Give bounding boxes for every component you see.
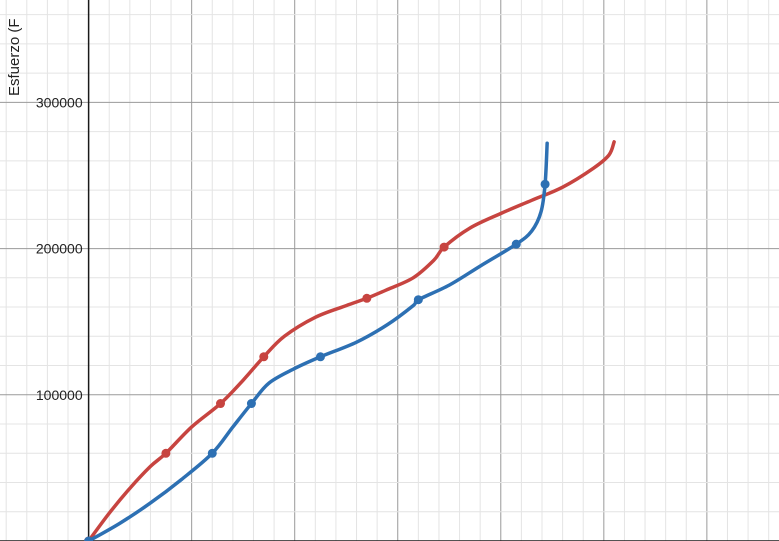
series-1 — [84, 140, 616, 541]
series-2-point[interactable] — [207, 448, 217, 458]
series-2-curve — [86, 141, 549, 541]
series-2-point[interactable] — [315, 352, 325, 362]
series-1-point[interactable] — [259, 352, 269, 362]
series-2-point[interactable] — [413, 295, 423, 305]
series-1-point[interactable] — [161, 448, 171, 458]
series-2-point[interactable] — [84, 536, 94, 541]
series-1-point[interactable] — [362, 293, 372, 303]
y-axis-title: Esfuerzo (F — [6, 18, 23, 96]
series-2-point[interactable] — [511, 239, 521, 249]
y-tick-label: 300000 — [36, 94, 83, 110]
y-tick-labels: 100000 200000 300000 — [36, 94, 83, 402]
series-2-point[interactable] — [540, 179, 550, 189]
series-2-point[interactable] — [246, 399, 256, 409]
y-tick-label: 200000 — [36, 241, 83, 257]
series-1-curve — [86, 140, 616, 541]
series-1-point[interactable] — [439, 242, 449, 252]
series-layer — [84, 140, 616, 541]
series-1-point[interactable] — [216, 399, 226, 409]
series-2 — [84, 141, 550, 541]
y-tick-label: 100000 — [36, 387, 83, 403]
